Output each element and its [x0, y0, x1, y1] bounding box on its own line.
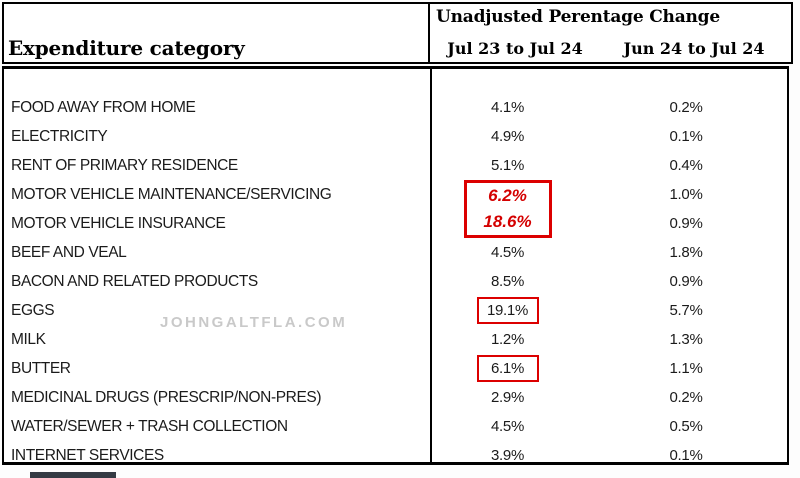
table-row: MOTOR VEHICLE INSURANCE 18.6% 0.9%	[4, 209, 787, 238]
category-cell: EGGS	[11, 301, 55, 319]
col1-value-cell: 4.9%	[491, 128, 524, 145]
col1-date-range-header: Jul 23 to Jul 24	[447, 39, 583, 58]
table-row: MILK 1.2% 1.3%	[4, 325, 787, 354]
percentage-change-header-cell: Unadjusted Perentage Change Jul 23 to Ju…	[430, 4, 794, 62]
category-cell: MILK	[11, 330, 46, 348]
table-row: BUTTER 6.1% 1.1%	[4, 354, 787, 383]
category-cell: INTERNET SERVICES	[11, 446, 164, 464]
expenditure-category-header-label: Expenditure category	[8, 36, 245, 60]
table-row: EGGS 19.1% 5.7%	[4, 296, 787, 325]
col1-value-cell: 6.1%	[430, 354, 585, 383]
table-header: Expenditure category Unadjusted Perentag…	[2, 2, 793, 64]
table-row: MOTOR VEHICLE MAINTENANCE/SERVICING 6.2%…	[4, 180, 787, 209]
category-cell: BACON AND RELATED PRODUCTS	[11, 272, 258, 290]
watermark-text: JOHNGALTFLA.COM	[160, 314, 348, 331]
col2-value-cell: 0.5%	[669, 418, 703, 435]
table-row: MEDICINAL DRUGS (PRESCRIP/NON-PRES) 2.9%…	[4, 383, 787, 412]
column-divider-line	[430, 69, 432, 462]
date-range-subheaders: Jul 23 to Jul 24 Jun 24 to Jul 24	[436, 39, 794, 60]
col1-value-cell: 8.5%	[491, 273, 524, 290]
col2-value-cell: 0.2%	[669, 389, 703, 406]
col2-value-cell: 0.9%	[669, 273, 703, 290]
table-row: WATER/SEWER + TRASH COLLECTION 4.5% 0.5%	[4, 412, 787, 441]
category-cell: BUTTER	[11, 359, 71, 377]
table-row: INTERNET SERVICES 3.9% 0.1%	[4, 441, 787, 470]
col2-value-cell: 1.1%	[669, 360, 703, 377]
col1-value-cell: 4.5%	[491, 418, 524, 435]
category-cell: ELECTRICITY	[11, 127, 108, 145]
unadjusted-percentage-change-title: Unadjusted Perentage Change	[436, 7, 720, 27]
col1-value-cell: 1.2%	[491, 331, 524, 348]
category-cell: MOTOR VEHICLE MAINTENANCE/SERVICING	[11, 185, 332, 203]
bottom-left-bar	[30, 472, 116, 478]
col2-value-cell: 0.1%	[669, 128, 703, 145]
category-cell: BEEF AND VEAL	[11, 243, 127, 261]
table-row: FOOD AWAY FROM HOME 4.1% 0.2%	[4, 93, 787, 122]
col2-value-cell: 5.7%	[669, 302, 703, 319]
col2-value-cell: 0.1%	[669, 447, 703, 464]
col2-value-cell: 0.4%	[669, 157, 703, 174]
col2-value-cell: 0.2%	[669, 99, 703, 116]
col2-value-cell: 0.9%	[669, 215, 703, 232]
table-rows: FOOD AWAY FROM HOME 4.1% 0.2% ELECTRICIT…	[4, 93, 787, 470]
col1-value-cell: 19.1%	[430, 296, 585, 325]
category-cell: WATER/SEWER + TRASH COLLECTION	[11, 417, 288, 435]
col1-value-cell: 18.6%	[430, 209, 585, 238]
table-row: RENT OF PRIMARY RESIDENCE 5.1% 0.4%	[4, 151, 787, 180]
col1-value-cell: 2.9%	[491, 389, 524, 406]
category-cell: MOTOR VEHICLE INSURANCE	[11, 214, 226, 232]
category-cell: MEDICINAL DRUGS (PRESCRIP/NON-PRES)	[11, 388, 322, 406]
category-cell: RENT OF PRIMARY RESIDENCE	[11, 156, 238, 174]
col2-value-cell: 1.3%	[669, 331, 703, 348]
category-cell: FOOD AWAY FROM HOME	[11, 98, 196, 116]
table-row: BACON AND RELATED PRODUCTS 8.5% 0.9%	[4, 267, 787, 296]
col2-value-cell: 1.0%	[669, 186, 703, 203]
table-row: ELECTRICITY 4.9% 0.1%	[4, 122, 787, 151]
table-row: BEEF AND VEAL 4.5% 1.8%	[4, 238, 787, 267]
col1-value-cell: 3.9%	[491, 447, 524, 464]
col1-value-cell: 6.2%	[430, 180, 585, 209]
expenditure-category-header-cell: Expenditure category	[4, 4, 430, 62]
col2-date-range-header: Jun 24 to Jul 24	[623, 39, 765, 58]
col1-value-cell: 5.1%	[491, 157, 524, 174]
col2-value-cell: 1.8%	[669, 244, 703, 261]
table-body: FOOD AWAY FROM HOME 4.1% 0.2% ELECTRICIT…	[2, 66, 789, 465]
col1-value-cell: 4.1%	[491, 99, 524, 116]
col1-value-cell: 4.5%	[491, 244, 524, 261]
